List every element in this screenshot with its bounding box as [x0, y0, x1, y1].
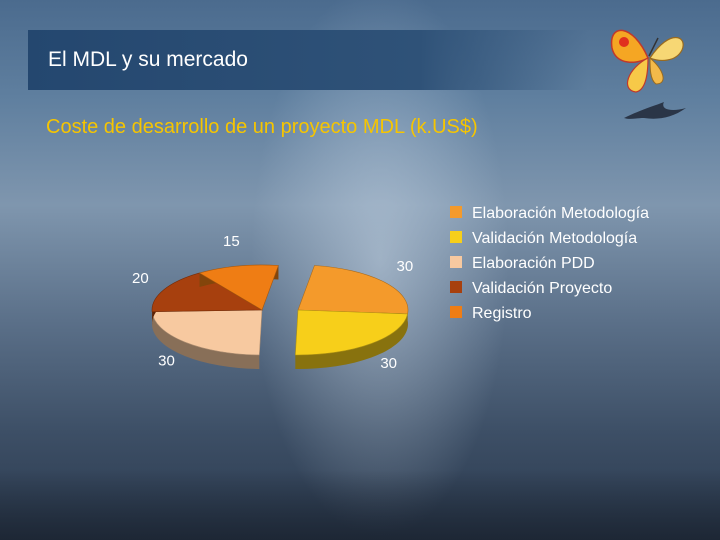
background-sea [0, 470, 720, 540]
legend-item: Elaboración Metodología [450, 202, 670, 225]
pie-chart: 30 30 30 20 15 [132, 233, 413, 372]
legend-label: Validación Proyecto [472, 280, 613, 297]
butterfly-icon [610, 29, 684, 93]
legend-item: Validación Metodología [450, 227, 670, 250]
legend-label: Elaboración PDD [472, 255, 595, 272]
pie-labels-group: 30 30 30 20 15 [132, 233, 413, 372]
legend-swatch [450, 306, 462, 318]
legend-swatch [450, 231, 462, 243]
legend-label: Validación Metodología [472, 230, 638, 247]
legend-swatch [450, 256, 462, 268]
chart-title: Coste de desarrollo de un proyecto MDL (… [46, 116, 478, 138]
legend-label: Registro [472, 305, 532, 322]
bird-icon [624, 102, 686, 119]
legend-item: Validación Proyecto [450, 277, 670, 300]
title-bar: El MDL y su mercado [28, 30, 588, 90]
pie-value-label: 30 [158, 353, 175, 370]
pie-slice [151, 272, 264, 313]
pie-slice [198, 264, 279, 311]
page-title: El MDL y su mercado [48, 48, 248, 71]
pie-value-label: 15 [223, 233, 240, 250]
legend-label: Elaboración Metodología [472, 205, 650, 222]
pie-slice-side [295, 313, 408, 369]
pie-value-label: 20 [132, 270, 149, 287]
legend-item: Registro [450, 302, 670, 325]
pie-left-group [151, 264, 279, 369]
pie-slice [295, 309, 408, 356]
legend-item: Elaboración PDD [450, 252, 670, 275]
pie-slice-side [152, 311, 260, 369]
pie-slice [297, 265, 409, 315]
chart-legend: Elaboración Metodología Validación Metodo… [450, 202, 670, 327]
pie-value-label: 30 [397, 258, 414, 275]
legend-swatch [450, 206, 462, 218]
pie-slice [151, 309, 263, 356]
legend-swatch [450, 281, 462, 293]
pie-right-group [295, 265, 409, 369]
pie-value-label: 30 [380, 355, 397, 372]
